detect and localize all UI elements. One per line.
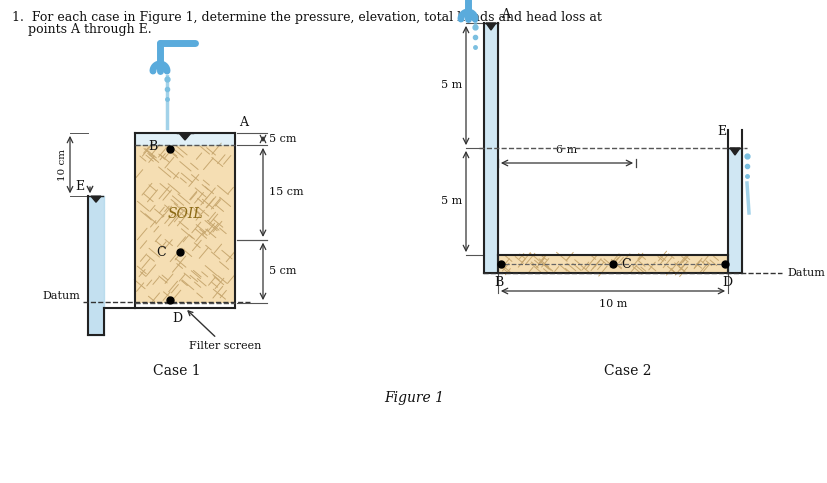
Text: 15 cm: 15 cm <box>269 187 304 198</box>
Text: Datum: Datum <box>786 268 824 278</box>
Text: A: A <box>500 8 509 21</box>
Text: Case 2: Case 2 <box>604 364 651 378</box>
Text: Case 1: Case 1 <box>152 364 200 378</box>
Text: E: E <box>716 125 725 138</box>
Text: Datum: Datum <box>42 291 80 301</box>
Text: 1.  For each case in Figure 1, determine the pressure, elevation, total heads an: 1. For each case in Figure 1, determine … <box>12 11 601 24</box>
Polygon shape <box>91 196 101 202</box>
Text: B: B <box>494 276 503 289</box>
Bar <box>497 255 727 273</box>
Text: points A through E.: points A through E. <box>12 23 151 36</box>
Text: 6 m: 6 m <box>556 145 577 155</box>
Text: 5 cm: 5 cm <box>269 267 296 276</box>
Text: 5 m: 5 m <box>440 197 461 207</box>
Polygon shape <box>485 23 495 30</box>
Text: C: C <box>156 246 165 259</box>
Text: Filter screen: Filter screen <box>188 311 261 351</box>
Polygon shape <box>179 133 191 140</box>
Text: B: B <box>149 141 158 154</box>
Bar <box>135 145 235 303</box>
Text: 5 m: 5 m <box>440 81 461 90</box>
Text: D: D <box>721 276 731 289</box>
Text: 5 cm: 5 cm <box>269 134 296 144</box>
Polygon shape <box>729 148 739 155</box>
Text: E: E <box>74 180 84 193</box>
Text: C: C <box>620 257 630 270</box>
Text: D: D <box>172 312 182 325</box>
Text: 10 m: 10 m <box>598 299 626 309</box>
Text: SOIL: SOIL <box>167 207 203 221</box>
Text: 10 cm: 10 cm <box>58 149 67 181</box>
Text: A: A <box>239 116 248 129</box>
Text: Figure 1: Figure 1 <box>384 391 443 405</box>
